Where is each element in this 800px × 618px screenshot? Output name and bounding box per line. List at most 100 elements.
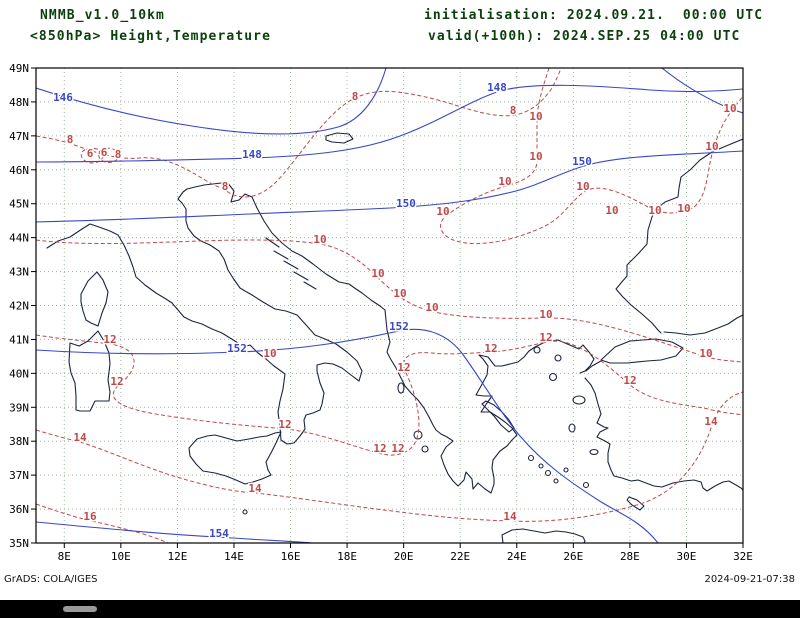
lat-tick-label: 39N	[9, 401, 29, 414]
temp-contour-label: 16	[83, 510, 97, 523]
temp-contour-label: 12	[391, 442, 404, 455]
coastlines	[46, 132, 743, 543]
temperature-contours	[36, 68, 743, 543]
island-sicily	[188, 431, 282, 485]
height-contour-150	[36, 150, 743, 223]
temp-contour-label: 12	[278, 418, 291, 431]
temp-contour-label: 10	[677, 202, 690, 215]
temp-contour-label: 8	[352, 90, 359, 103]
temp-contour-label: 12	[103, 333, 116, 346]
height-contour-label: 148	[487, 81, 507, 94]
temp-contour-label: 8	[222, 180, 229, 193]
temp-contour-label: 10	[263, 347, 276, 360]
creation-timestamp: 2024-09-21-07:38	[704, 574, 795, 585]
height-contour-154	[36, 521, 313, 543]
lat-tick-label: 44N	[9, 232, 29, 245]
height-contour-label: 152	[389, 320, 409, 333]
temp-contour-label: 10	[648, 204, 661, 217]
island-cyclades-4	[553, 478, 559, 484]
dalmatian-islands	[265, 237, 317, 290]
island-crete	[501, 528, 586, 543]
height-contour-label: 146	[53, 91, 73, 104]
lat-tick-label: 40N	[9, 367, 29, 380]
island-kefalonia	[413, 430, 423, 440]
island-zakynthos	[421, 445, 429, 453]
island-corsica	[80, 271, 109, 327]
island-cyclades-6	[582, 481, 590, 489]
horizontal-scrollbar[interactable]	[0, 600, 800, 618]
island-lesbos	[572, 395, 586, 405]
island-cyclades-1	[527, 454, 535, 462]
temp-contour-label: 10	[425, 301, 438, 314]
height-contour-label: 150	[396, 197, 416, 210]
lon-tick-label: 14E	[224, 550, 244, 563]
height-contours	[36, 68, 743, 543]
lon-tick-label: 32E	[733, 550, 753, 563]
lat-tick-label: 49N	[9, 62, 29, 75]
temp-contour-label: 8	[510, 104, 517, 117]
temp-contour-8	[36, 68, 562, 198]
island-samothrace	[554, 354, 562, 362]
temp-contour-label: 10	[436, 205, 449, 218]
scrollbar-thumb[interactable]	[63, 606, 97, 612]
island-cyclades-2	[538, 463, 544, 469]
lat-tick-label: 43N	[9, 266, 29, 279]
field-title: <850hPa> Height,Temperature	[30, 29, 272, 44]
temp-contour-label: 6	[87, 147, 94, 160]
island-cyclades-5	[563, 467, 569, 473]
height-contour-label: 150	[572, 155, 592, 168]
lon-tick-label: 22E	[450, 550, 470, 563]
lon-tick-label: 8E	[58, 550, 71, 563]
height-contour-label: 148	[242, 148, 262, 161]
temp-contour-label: 12	[539, 331, 552, 344]
temp-contour-label: 12	[397, 361, 410, 374]
island-cyclades-3	[544, 469, 552, 477]
height-contour-148	[36, 84, 743, 163]
temp-contour-label: 10	[605, 204, 618, 217]
temp-contour-label: 10	[539, 308, 552, 321]
temp-contour-label: 8	[67, 133, 74, 146]
coastline-dardanelles	[585, 360, 602, 372]
lon-tick-label: 26E	[563, 550, 583, 563]
lon-tick-label: 18E	[337, 550, 357, 563]
lat-tick-label: 48N	[9, 96, 29, 109]
temp-contour-label: 10	[699, 347, 712, 360]
height-contour-152	[36, 328, 659, 543]
height-contour-label: 152	[227, 342, 247, 355]
lon-tick-label: 12E	[167, 550, 187, 563]
lat-tick-label: 36N	[9, 503, 29, 516]
lon-tick-label: 16E	[281, 550, 301, 563]
lat-tick-label: 35N	[9, 537, 29, 550]
lat-tick-label: 45N	[9, 198, 29, 211]
island-limnos	[548, 372, 558, 382]
temp-contour-label: 10	[371, 267, 384, 280]
coastline-marmara	[600, 338, 684, 364]
temp-contour-label: 10	[529, 150, 542, 163]
island-chios	[568, 423, 576, 433]
lat-tick-label: 38N	[9, 435, 29, 448]
temp-contour-label: 6	[101, 146, 108, 159]
temp-contour-label: 10	[498, 175, 511, 188]
temp-contour-label: 12	[373, 442, 386, 455]
lat-axis: 49N 48N 47N 46N 45N 44N 43N 42N 41N 40N 39N 38N 37N 3…	[9, 62, 29, 550]
lon-tick-label: 24E	[507, 550, 527, 563]
model-name: NMMB_v1.0_10km	[40, 8, 165, 23]
lat-tick-label: 47N	[9, 130, 29, 143]
height-contour-label: 154	[209, 527, 229, 540]
axis-ticks	[31, 67, 744, 548]
valid-time-label: valid(+100h): 2024.SEP.25 04:00 UTC	[428, 29, 741, 44]
lat-tick-label: 37N	[9, 469, 29, 482]
temp-contour-label: 12	[110, 375, 123, 388]
init-time-label: initialisation: 2024.09.21. 00:00 UTC	[424, 8, 764, 23]
coastline-blacksea-west	[615, 138, 743, 334]
coastline-italy	[46, 181, 363, 445]
temp-contour-label: 10	[529, 110, 542, 123]
grads-credit: GrADS: COLA/IGES	[4, 574, 98, 585]
temp-contour-label: 10	[393, 287, 406, 300]
temp-contour-label: 12	[484, 342, 497, 355]
temp-contour-label: 14	[73, 431, 87, 444]
island-rhodes	[626, 496, 645, 511]
